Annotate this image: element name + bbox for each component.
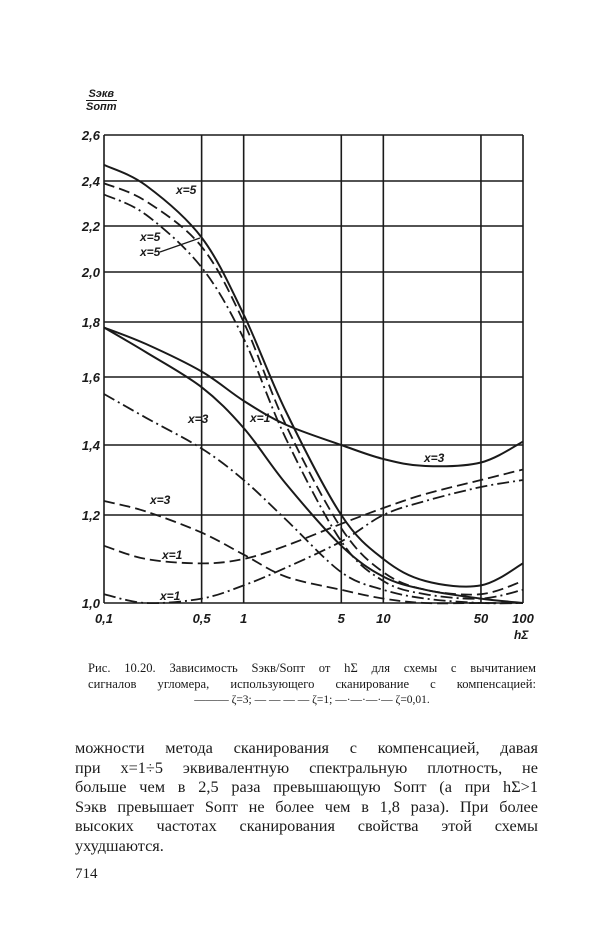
x-tick-label: 0,5 xyxy=(193,611,212,626)
body-text: можности метода сканирования с компенсац… xyxy=(75,738,538,856)
curve-label: x=5 xyxy=(175,183,197,197)
series-line xyxy=(103,479,524,605)
curve-label: x=1 xyxy=(249,411,271,425)
y-tick-label: 2,4 xyxy=(81,174,101,189)
figure-caption: Рис. 10.20. Зависимость Sэкв/Sопт от hΣ … xyxy=(88,660,536,708)
y-tick-label: 1,6 xyxy=(82,370,101,385)
caption-legend: ——— ζ=3; — — — — ζ=1; —·—·—·— ζ=0,01. xyxy=(194,694,430,706)
x-tick-label: 10 xyxy=(376,611,391,626)
series-line xyxy=(103,182,524,596)
body-line: больше чем в 2,5 раза превышающую Sопт (… xyxy=(75,777,538,797)
y-tick-label: 1,8 xyxy=(82,315,101,330)
y-axis-denominator: Sопт xyxy=(86,101,117,113)
y-tick-label: 1,2 xyxy=(82,508,101,523)
chart: 0,1 0,5 1 5 10 50 100 1,0 1,2 1,4 1,6 1,8 2,0 2,2 2,4 2… xyxy=(81,128,535,626)
series-line xyxy=(103,468,524,565)
body-line: высоких частотах сканирования свойства э… xyxy=(75,816,538,836)
y-axis-numerator: Sэкв xyxy=(86,88,117,101)
curve-label: x=1 xyxy=(161,548,183,562)
caption-line: сигналов угломера, использующего сканиро… xyxy=(88,677,536,691)
x-tick-label: 1 xyxy=(240,611,247,626)
y-tick-label: 1,0 xyxy=(82,596,101,611)
curve-label: x=5 xyxy=(139,245,161,259)
caption-line: Рис. 10.20. Зависимость Sэкв/Sопт от hΣ … xyxy=(88,661,536,675)
body-line: при x=1÷5 эквивалентную спектральную пло… xyxy=(75,757,538,777)
y-tick-label: 2,0 xyxy=(81,265,101,280)
x-tick-label: 0,1 xyxy=(95,611,113,626)
body-line: можности метода сканирования с компенсац… xyxy=(75,738,538,757)
y-tick-label: 1,4 xyxy=(82,438,101,453)
series-line xyxy=(103,326,524,604)
series-line xyxy=(103,500,523,605)
curve-label: x=5 xyxy=(139,230,161,244)
curve-label: x=1 xyxy=(159,589,181,603)
y-tick-label: 2,2 xyxy=(81,219,101,234)
series-line xyxy=(103,326,524,468)
body-line: Sэкв превышает Sопт не более чем в 1,8 р… xyxy=(75,796,538,816)
label-leader xyxy=(159,237,201,253)
curve-label: x=3 xyxy=(423,451,445,465)
y-tick-label: 2,6 xyxy=(81,128,101,143)
series-line xyxy=(103,193,524,600)
curve-label: x=3 xyxy=(149,493,171,507)
curve-label: x=3 xyxy=(187,412,209,426)
x-tick-label: 5 xyxy=(338,611,346,626)
body-line: ухудшаются. xyxy=(75,835,164,855)
y-axis-title: Sэкв Sопт xyxy=(86,88,117,113)
x-tick-label: 50 xyxy=(474,611,489,626)
series-line xyxy=(103,163,524,588)
page-number: 714 xyxy=(75,866,98,882)
x-tick-label: 100 xyxy=(512,611,534,626)
x-axis-title: hΣ xyxy=(514,628,529,642)
